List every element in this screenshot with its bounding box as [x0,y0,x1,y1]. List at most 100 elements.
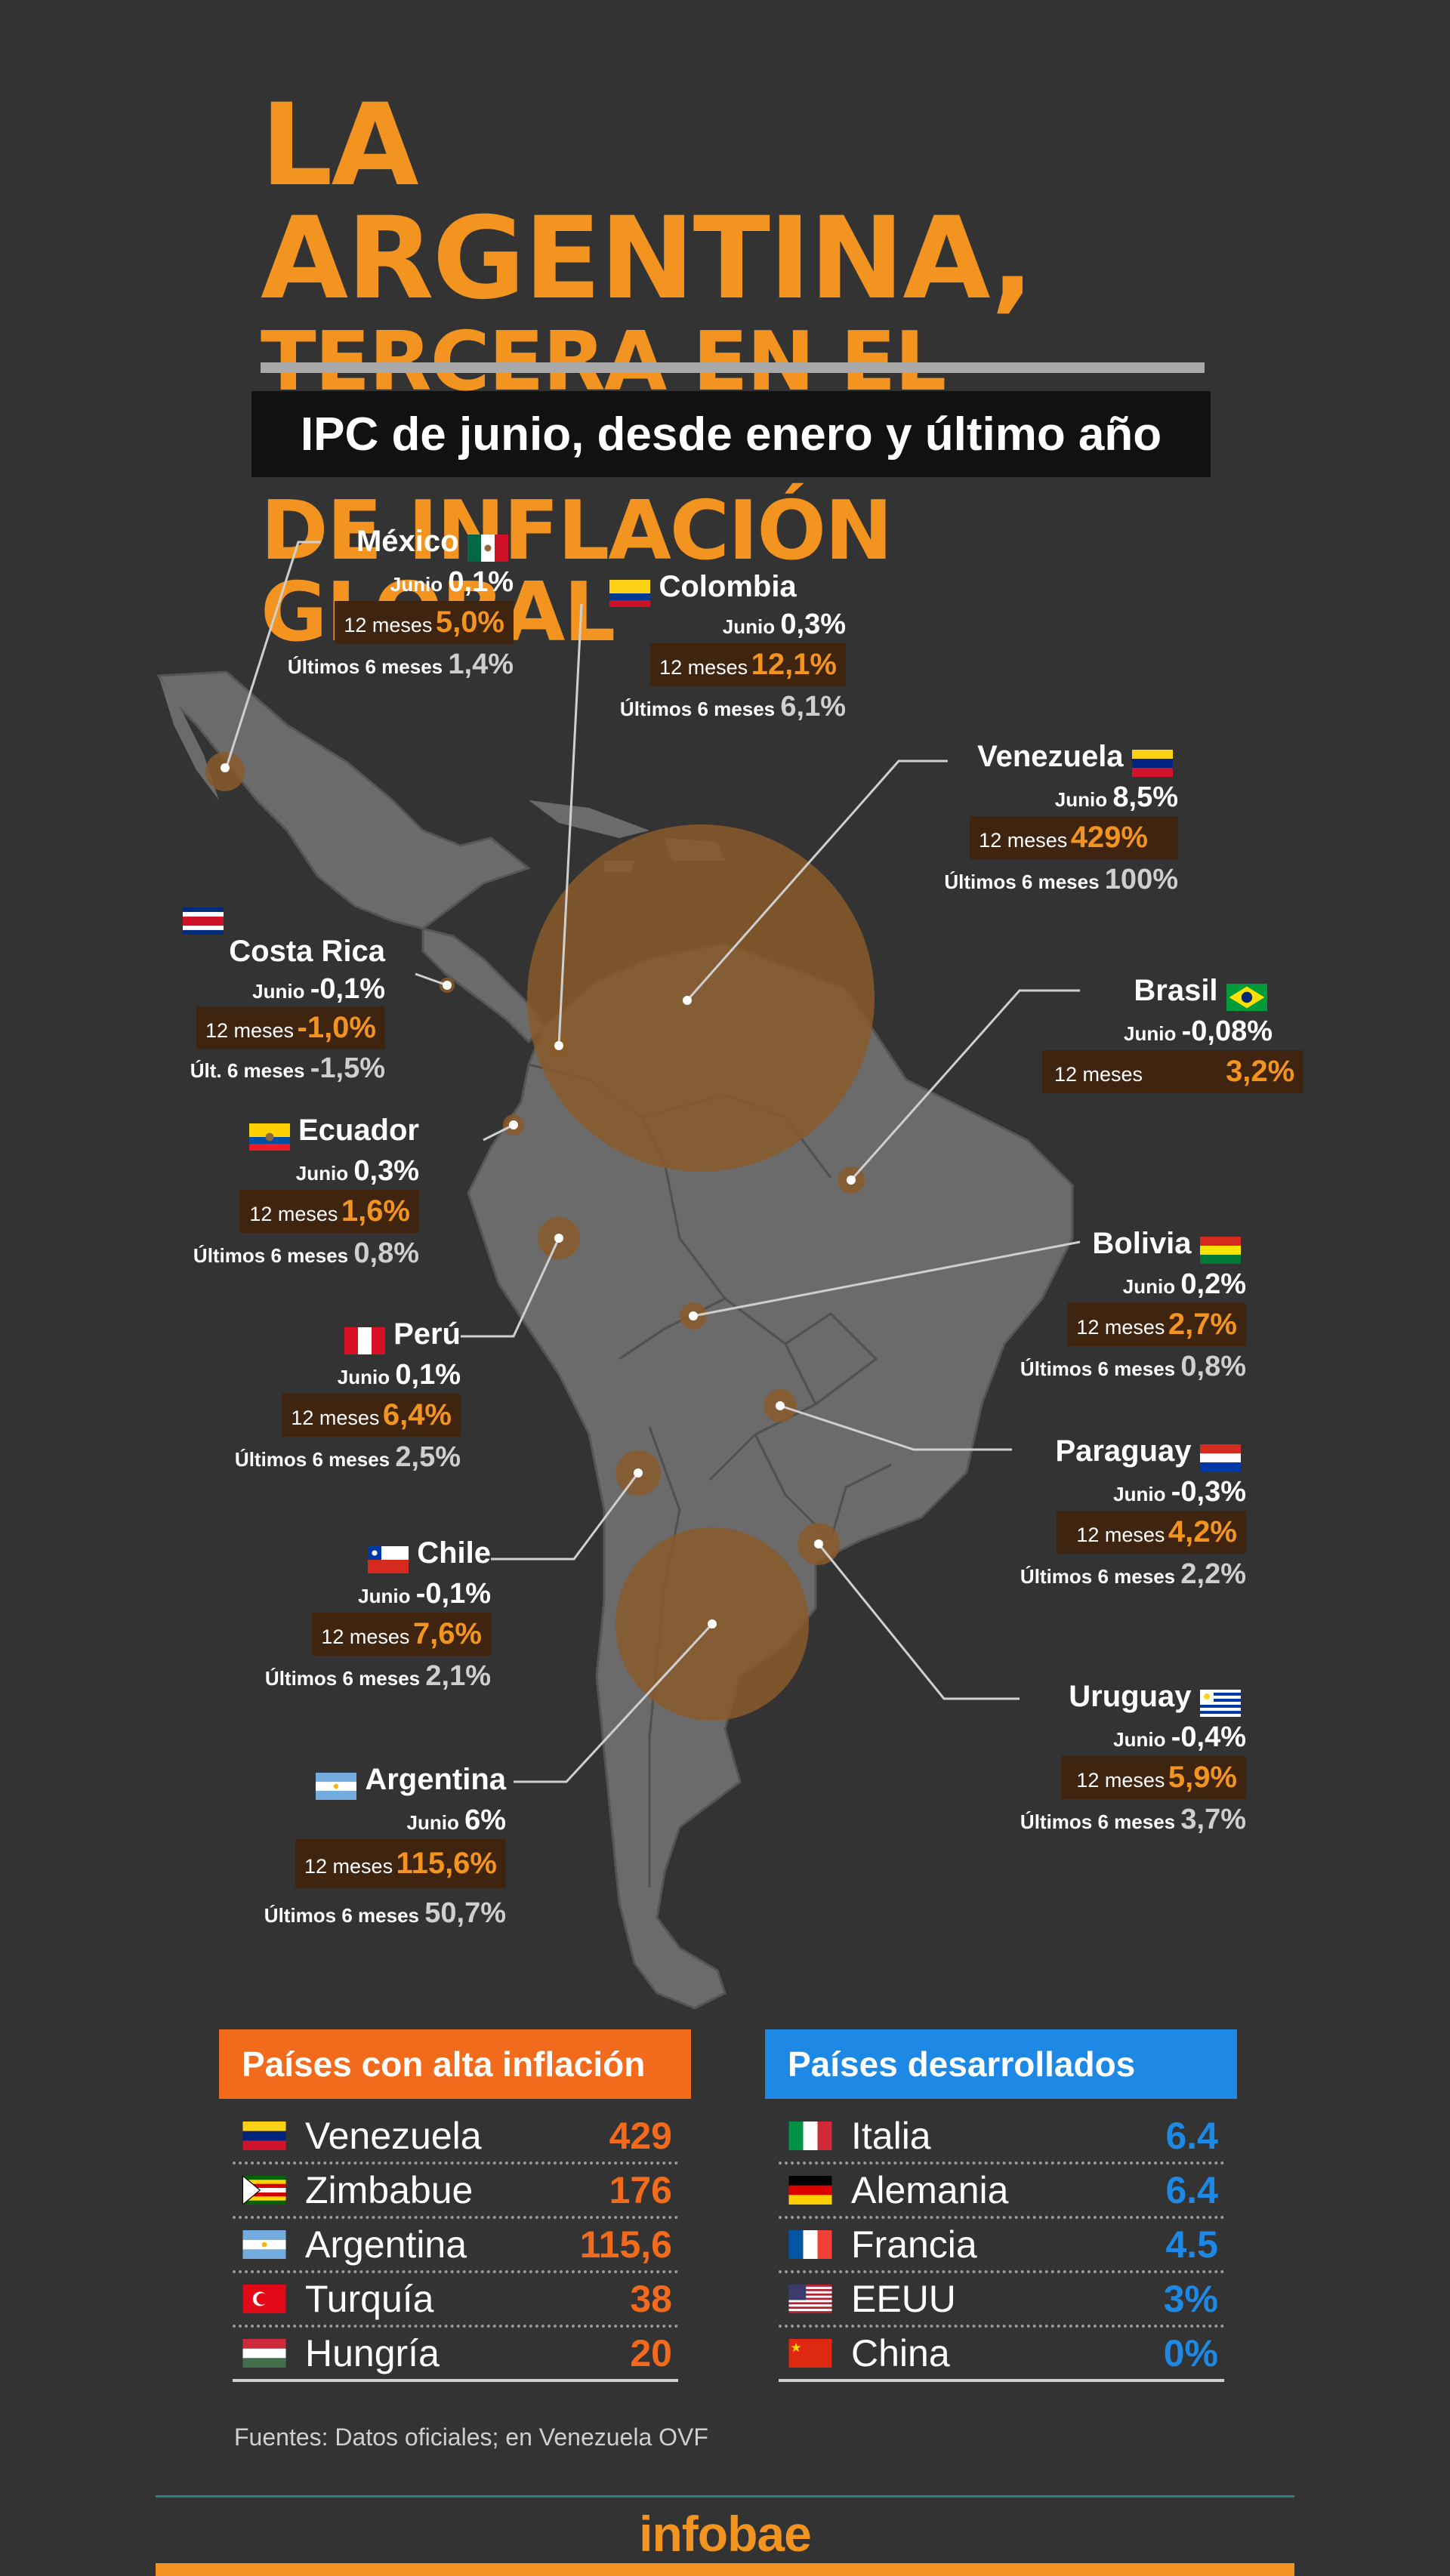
label-peru: Perú Junio 0,1% 12 meses 6,4% Últimos 6 … [227,1317,461,1471]
peru-junio-label: Junio [337,1365,390,1388]
label-chile: Chile Junio -0,1% 12 meses 7,6% Últimos … [257,1536,491,1690]
uruguay-name: Uruguay [1069,1680,1192,1713]
argentina-12m-value: 115,6% [396,1846,497,1880]
costarica-6m-label: Últ. 6 meses [190,1059,305,1082]
peru-junio-value: 0,1% [395,1358,461,1391]
costarica-6m-value: -1,5% [310,1052,385,1084]
paraguay-6m-value: 2,2% [1180,1558,1246,1590]
row-value: 115,6 [579,2223,672,2266]
argentina-flag-icon [315,1772,356,1800]
peru-6m-value: 2,5% [395,1441,461,1473]
footer-bar [156,2563,1294,2576]
colombia-6m-value: 6,1% [780,691,846,723]
venezuela-flag-icon [1132,749,1173,777]
cuba-shape [529,800,649,838]
argentina-junio-label: Junio [406,1810,459,1834]
row-country: Hungría [305,2332,440,2374]
uruguay-6m-value: 3,7% [1180,1803,1246,1835]
chile-name: Chile [417,1536,491,1570]
argentina-junio-value: 6% [464,1804,506,1836]
row-country: Italia [851,2115,931,2157]
venezuela-12m-label: 12 meses [979,828,1068,852]
zimbabwe-flag-icon [242,2176,286,2205]
venezuela-name: Venezuela [977,740,1124,773]
brasil-name: Brasil [1134,974,1218,1007]
chile-junio-value: -0,1% [415,1577,491,1610]
bolivia-junio-label: Junio [1122,1274,1176,1298]
high-inflation-table: Venezuela 429 Zimbabue 176 Argentina 115… [233,2110,678,2386]
mexico-12m-value: 5,0% [435,605,504,639]
ecuador-12m-value: 1,6% [341,1194,410,1228]
table-row: Turquía 38 [233,2273,678,2328]
france-flag-icon [788,2230,832,2259]
table-row: Venezuela 429 [233,2110,678,2165]
hungary-flag-icon [242,2339,286,2368]
bolivia-6m-value: 0,8% [1180,1350,1246,1382]
chile-6m-value: 2,1% [425,1659,491,1692]
paraguay-junio-label: Junio [1113,1482,1166,1505]
table-row: Hungría 20 [233,2328,678,2382]
peru-12m-value: 6,4% [382,1397,452,1431]
brasil-12m-value: 3,2% [1226,1054,1295,1088]
chile-flag-icon [367,1545,409,1573]
label-costarica: Costa Rica Junio -0,1% 12 meses -1,0% Úl… [151,935,385,1083]
bolivia-junio-value: 0,2% [1180,1268,1246,1300]
colombia-flag-icon [609,579,650,607]
row-value: 4.5 [1165,2223,1218,2266]
south-america-shape [467,942,1074,2010]
table-row: Italia 6.4 [779,2110,1224,2165]
argentina-12m-label: 12 meses [304,1854,393,1878]
argentina-6m-value: 50,7% [424,1897,506,1929]
label-colombia-values: Junio 0,3% 12 meses 12,1% Últimos 6 mese… [604,610,846,721]
venezuela-flag-icon [242,2122,286,2150]
row-country: Francia [851,2223,977,2266]
venezuela-6m-value: 100% [1104,863,1178,895]
argentina-6m-label: Últimos 6 meses [264,1903,420,1927]
peru-6m-label: Últimos 6 meses [234,1447,390,1471]
label-bolivia: Bolivia Junio 0,2% 12 meses 2,7% Últimos… [1004,1227,1246,1381]
ecuador-flag-icon [248,1123,290,1151]
mexico-junio-label: Junio [390,572,443,596]
venezuela-12m-value: 429% [1070,820,1148,854]
high-inflation-header: Países con alta inflación [219,2029,691,2099]
row-value: 3% [1163,2278,1218,2320]
colombia-name: Colombia [659,570,797,603]
venezuela-junio-label: Junio [1054,787,1108,811]
label-paraguay: Paraguay Junio -0,3% 12 meses 4,2% Últim… [997,1434,1246,1588]
mexico-6m-label: Últimos 6 meses [287,655,443,678]
bolivia-12m-value: 2,7% [1168,1307,1237,1341]
venezuela-junio-value: 8,5% [1112,781,1178,813]
colombia-6m-label: Últimos 6 meses [619,698,776,720]
chile-12m-value: 7,6% [412,1616,482,1650]
mexico-name: México [356,525,459,558]
ecuador-12m-label: 12 meses [249,1202,338,1225]
brasil-flag-icon [1226,983,1267,1011]
peru-name: Perú [393,1317,461,1351]
row-value: 20 [630,2332,672,2374]
costarica-flag-wrap [177,907,253,935]
italy-flag-icon [788,2122,832,2150]
brasil-12m-label: 12 meses [1054,1062,1143,1086]
ecuador-6m-value: 0,8% [353,1237,419,1269]
source-note: Fuentes: Datos oficiales; en Venezuela O… [234,2423,708,2451]
bolivia-12m-label: 12 meses [1076,1315,1165,1339]
footer-divider [156,2495,1294,2497]
costarica-12m-label: 12 meses [205,1019,295,1042]
chile-12m-label: 12 meses [321,1625,410,1648]
paraguay-junio-value: -0,3% [1171,1475,1246,1508]
costarica-junio-value: -0,1% [310,973,385,1005]
label-mexico: México Junio 0,1% 12 meses 5,0% Últimos … [272,525,514,679]
peru-flag-icon [344,1327,385,1354]
uruguay-flag-icon [1200,1689,1241,1717]
row-country: Turquía [305,2278,434,2320]
argentina-name: Argentina [365,1763,506,1796]
row-country: China [851,2332,950,2374]
bolivia-flag-icon [1200,1236,1241,1264]
developed-header: Países desarrollados [765,2029,1237,2099]
paraguay-12m-label: 12 meses [1076,1523,1165,1546]
chile-junio-label: Junio [358,1584,411,1607]
uruguay-6m-label: Últimos 6 meses [1020,1810,1176,1833]
table-row: Argentina 115,6 [233,2219,678,2273]
baja-shape [159,676,219,800]
